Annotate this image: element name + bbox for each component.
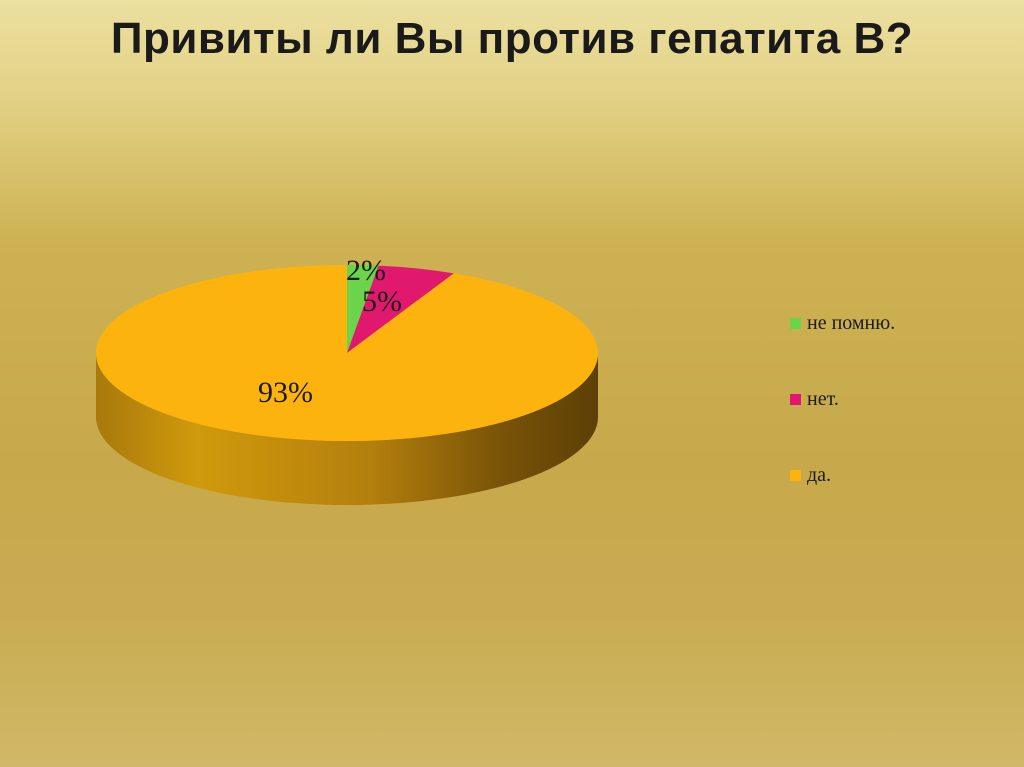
pie-slice-net xyxy=(347,265,454,353)
pie-side-wall xyxy=(96,353,598,505)
legend-label-ne-pomnyu: не помню. xyxy=(807,312,896,334)
page-title: Привиты ли Вы против гепатита В? xyxy=(110,14,914,63)
legend-swatch-da xyxy=(790,470,801,481)
data-label-ne-pomnyu: 2% xyxy=(346,254,386,287)
legend-swatch-ne-pomnyu xyxy=(790,318,801,329)
data-label-da: 93% xyxy=(258,376,313,409)
legend-label-net: нет. xyxy=(807,388,839,410)
pie-slice-da xyxy=(96,265,599,442)
data-label-net: 5% xyxy=(362,285,402,318)
pie-slice-ne-pomnyu xyxy=(347,265,379,353)
legend-label-da: да. xyxy=(807,464,832,486)
legend-swatch-net xyxy=(790,394,801,405)
